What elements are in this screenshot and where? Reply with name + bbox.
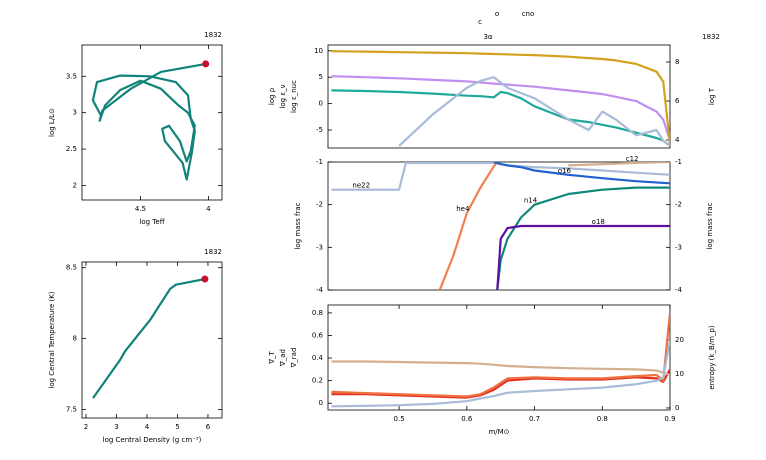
series-label: ∇_T xyxy=(268,351,276,365)
y-tick-label: 3.5 xyxy=(66,72,77,80)
data-line xyxy=(496,224,670,290)
y2-tick-label: 20 xyxy=(675,336,684,344)
plot-area xyxy=(331,50,670,147)
x-axis-label: log Central Density (g cm⁻³) xyxy=(103,436,202,444)
data-line xyxy=(331,89,670,147)
y2-tick-label: -2 xyxy=(675,201,682,209)
y-tick-label: 7.5 xyxy=(66,405,77,413)
series-label: ∇_rad xyxy=(290,348,298,369)
series-label: log ρ xyxy=(268,87,276,105)
y-tick-label: 3 xyxy=(73,109,77,117)
end-marker xyxy=(201,275,209,283)
y2-tick-label: 4 xyxy=(675,136,680,144)
x-tick-label: 2 xyxy=(84,423,88,431)
burn-label: cno xyxy=(522,10,535,18)
y2-tick-label: 8 xyxy=(675,58,679,66)
data-line xyxy=(398,76,670,147)
x-tick-label: 6 xyxy=(206,423,211,431)
data-line xyxy=(493,162,670,185)
y2-tick-label: 6 xyxy=(675,97,680,105)
y2-tick-label: -4 xyxy=(675,286,683,294)
series-label: ne22 xyxy=(352,182,370,190)
data-line xyxy=(496,186,670,290)
model-number: 1832 xyxy=(204,248,222,256)
series-label: log ε_ν xyxy=(279,84,287,108)
plot-frame xyxy=(81,261,223,419)
y-tick-label: -2 xyxy=(316,201,323,209)
data-line xyxy=(331,50,670,145)
series-label: ∇_ad xyxy=(279,349,287,367)
y2-tick-label: 10 xyxy=(675,370,684,378)
series-label: log ε_nuc xyxy=(290,80,298,113)
data-line xyxy=(331,360,670,377)
y-tick-label: 10 xyxy=(314,47,323,55)
x-axis-label: m/M⊙ xyxy=(488,428,509,436)
y2-tick-label: 0 xyxy=(675,404,679,412)
series-label: c12 xyxy=(626,155,639,163)
y-tick-label: 0.8 xyxy=(312,309,323,317)
model-number: 1832 xyxy=(204,31,222,39)
plot-area xyxy=(92,277,206,399)
x-tick-label: 0.9 xyxy=(664,415,675,423)
x-tick-label: 0.7 xyxy=(529,415,540,423)
plot-frame xyxy=(327,304,671,411)
y-axis-label: log L/L⊙ xyxy=(48,108,56,137)
model-number: 1832 xyxy=(702,33,720,41)
plot-frame xyxy=(327,44,671,149)
x-tick-label: 3 xyxy=(114,423,118,431)
x-tick-label: 4 xyxy=(206,205,211,213)
data-line xyxy=(331,339,670,408)
y-tick-label: 5 xyxy=(319,73,323,81)
burn-label: c xyxy=(478,18,482,26)
series-label: entropy (k_B/m_p) xyxy=(708,325,716,390)
series-label: o16 xyxy=(558,167,572,175)
x-tick-label: 0.8 xyxy=(597,415,608,423)
y2-axis-label: log mass frac xyxy=(706,202,714,249)
y-tick-label: 2 xyxy=(73,181,77,189)
data-line xyxy=(91,62,206,181)
data-line xyxy=(438,162,499,290)
y2-tick-label: -1 xyxy=(675,158,682,166)
end-marker xyxy=(202,60,210,68)
y-tick-label: 0.6 xyxy=(312,331,324,339)
y-tick-label: 0 xyxy=(319,399,323,407)
plot-frame xyxy=(81,44,223,201)
burn-label: 3α xyxy=(483,33,492,41)
plot-area xyxy=(331,162,670,290)
series-label: he4 xyxy=(456,205,470,213)
data-line xyxy=(568,162,670,167)
y-tick-label: -1 xyxy=(316,158,323,166)
y-tick-label: -4 xyxy=(316,286,324,294)
y-axis-label: log mass frac xyxy=(294,202,302,249)
series-label: n14 xyxy=(524,197,538,205)
y-tick-label: 8.5 xyxy=(66,264,77,272)
y-tick-label: 2.5 xyxy=(66,145,77,153)
plot-area xyxy=(331,312,670,408)
series-label: o18 xyxy=(592,218,605,226)
data-line xyxy=(331,75,670,141)
data-line xyxy=(331,312,670,398)
x-tick-label: 4 xyxy=(145,423,150,431)
burn-label: o xyxy=(495,10,499,18)
y-tick-label: -3 xyxy=(316,243,323,251)
x-tick-label: 4.5 xyxy=(135,205,146,213)
y-axis-label: log Central Temperature (K) xyxy=(48,291,56,388)
plot-area xyxy=(91,62,206,181)
x-tick-label: 0.6 xyxy=(461,415,473,423)
y-tick-label: 0.2 xyxy=(312,377,323,385)
x-axis-label: log Teff xyxy=(139,218,164,226)
x-tick-label: 5 xyxy=(175,423,179,431)
y-tick-label: -5 xyxy=(316,126,323,134)
y-tick-label: 8 xyxy=(73,335,77,343)
data-line xyxy=(331,368,670,399)
y2-tick-label: -3 xyxy=(675,243,682,251)
series-label: log T xyxy=(708,87,716,105)
x-tick-label: 0.5 xyxy=(394,415,405,423)
y-tick-label: 0.4 xyxy=(312,354,324,362)
y-tick-label: 0 xyxy=(319,100,323,108)
data-line xyxy=(92,277,206,399)
